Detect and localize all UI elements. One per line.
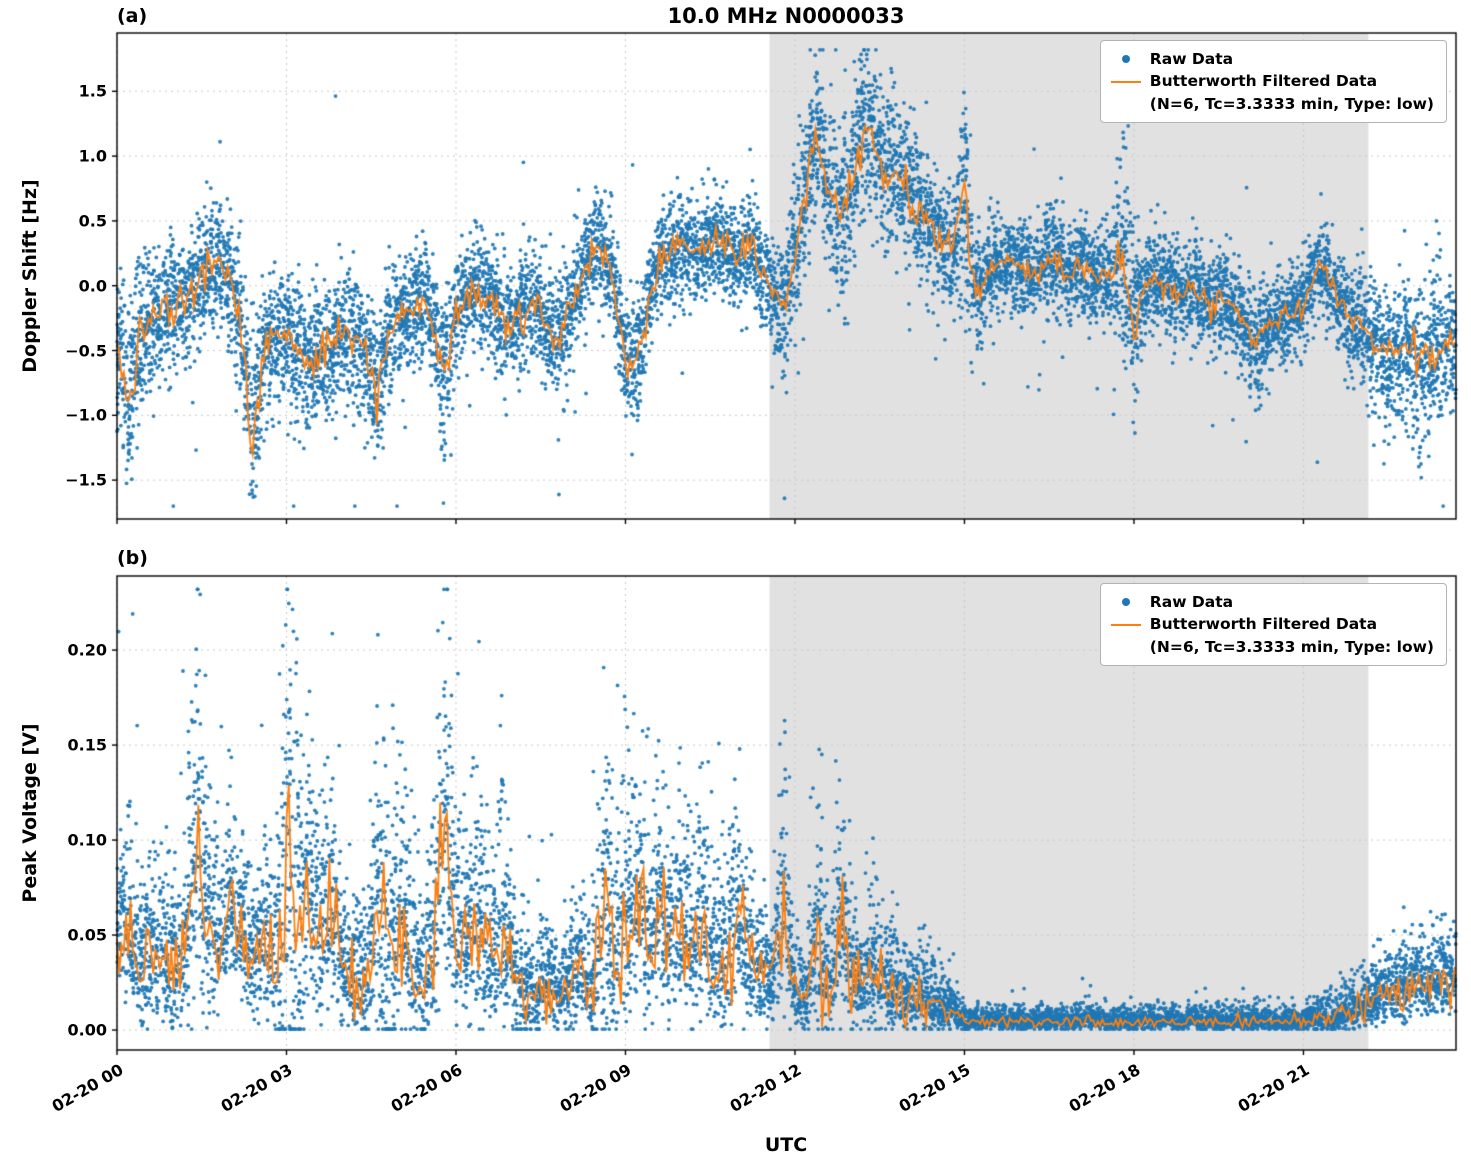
raw-data-marker-icon [1111, 598, 1141, 607]
legend-filtered-params: (N=6, Tc=3.3333 min, Type: low) [1149, 94, 1434, 113]
legend-entry-raw: Raw Data [1111, 48, 1434, 70]
legend-entry-filtered: Butterworth Filtered Data [1110, 70, 1434, 92]
y-tick-label: 0.5 [78, 211, 107, 231]
y-tick-label: −0.5 [65, 341, 107, 361]
y-axis-label-voltage: Peak Voltage [V] [19, 723, 41, 903]
panel-b-label: (b) [117, 547, 148, 569]
raw-data-marker-icon [1111, 55, 1141, 64]
y-tick-label: −1.5 [65, 470, 107, 490]
y-axis-label-doppler: Doppler Shift [Hz] [19, 179, 41, 373]
filtered-line-marker-icon [1110, 623, 1141, 626]
y-tick-label: 0.0 [78, 276, 107, 296]
legend-filtered-params: (N=6, Tc=3.3333 min, Type: low) [1149, 637, 1434, 656]
legend-raw-label: Raw Data [1149, 50, 1234, 68]
y-tick-label: 0.10 [67, 830, 107, 850]
legend-entry-filtered: Butterworth Filtered Data [1110, 613, 1434, 635]
y-tick-label: 0.05 [67, 925, 107, 945]
legend-filtered-label: Butterworth Filtered Data [1149, 72, 1378, 91]
legend-entry-filtered-params: (N=6, Tc=3.3333 min, Type: low) [1111, 93, 1434, 115]
panel-a-label: (a) [117, 5, 148, 27]
filtered-line-marker-icon [1110, 80, 1141, 83]
y-tick-label: 1.0 [78, 146, 107, 166]
legend-entry-filtered-params: (N=6, Tc=3.3333 min, Type: low) [1111, 636, 1434, 658]
y-tick-label: −1.0 [65, 405, 107, 425]
legend-panel-b: Raw Data Butterworth Filtered Data (N=6,… [1099, 583, 1447, 667]
legend-filtered-label: Butterworth Filtered Data [1149, 615, 1378, 634]
legend-entry-raw: Raw Data [1111, 591, 1434, 613]
y-tick-label: 1.5 [78, 81, 107, 101]
y-tick-label: 0.00 [67, 1020, 107, 1040]
figure-title: 10.0 MHz N0000033 [667, 4, 905, 28]
legend-raw-label: Raw Data [1149, 593, 1234, 611]
y-tick-label: 0.15 [67, 735, 107, 755]
y-tick-label: 0.20 [67, 640, 107, 660]
legend-panel-a: Raw Data Butterworth Filtered Data (N=6,… [1099, 40, 1447, 124]
x-axis-label: UTC [764, 1134, 808, 1156]
